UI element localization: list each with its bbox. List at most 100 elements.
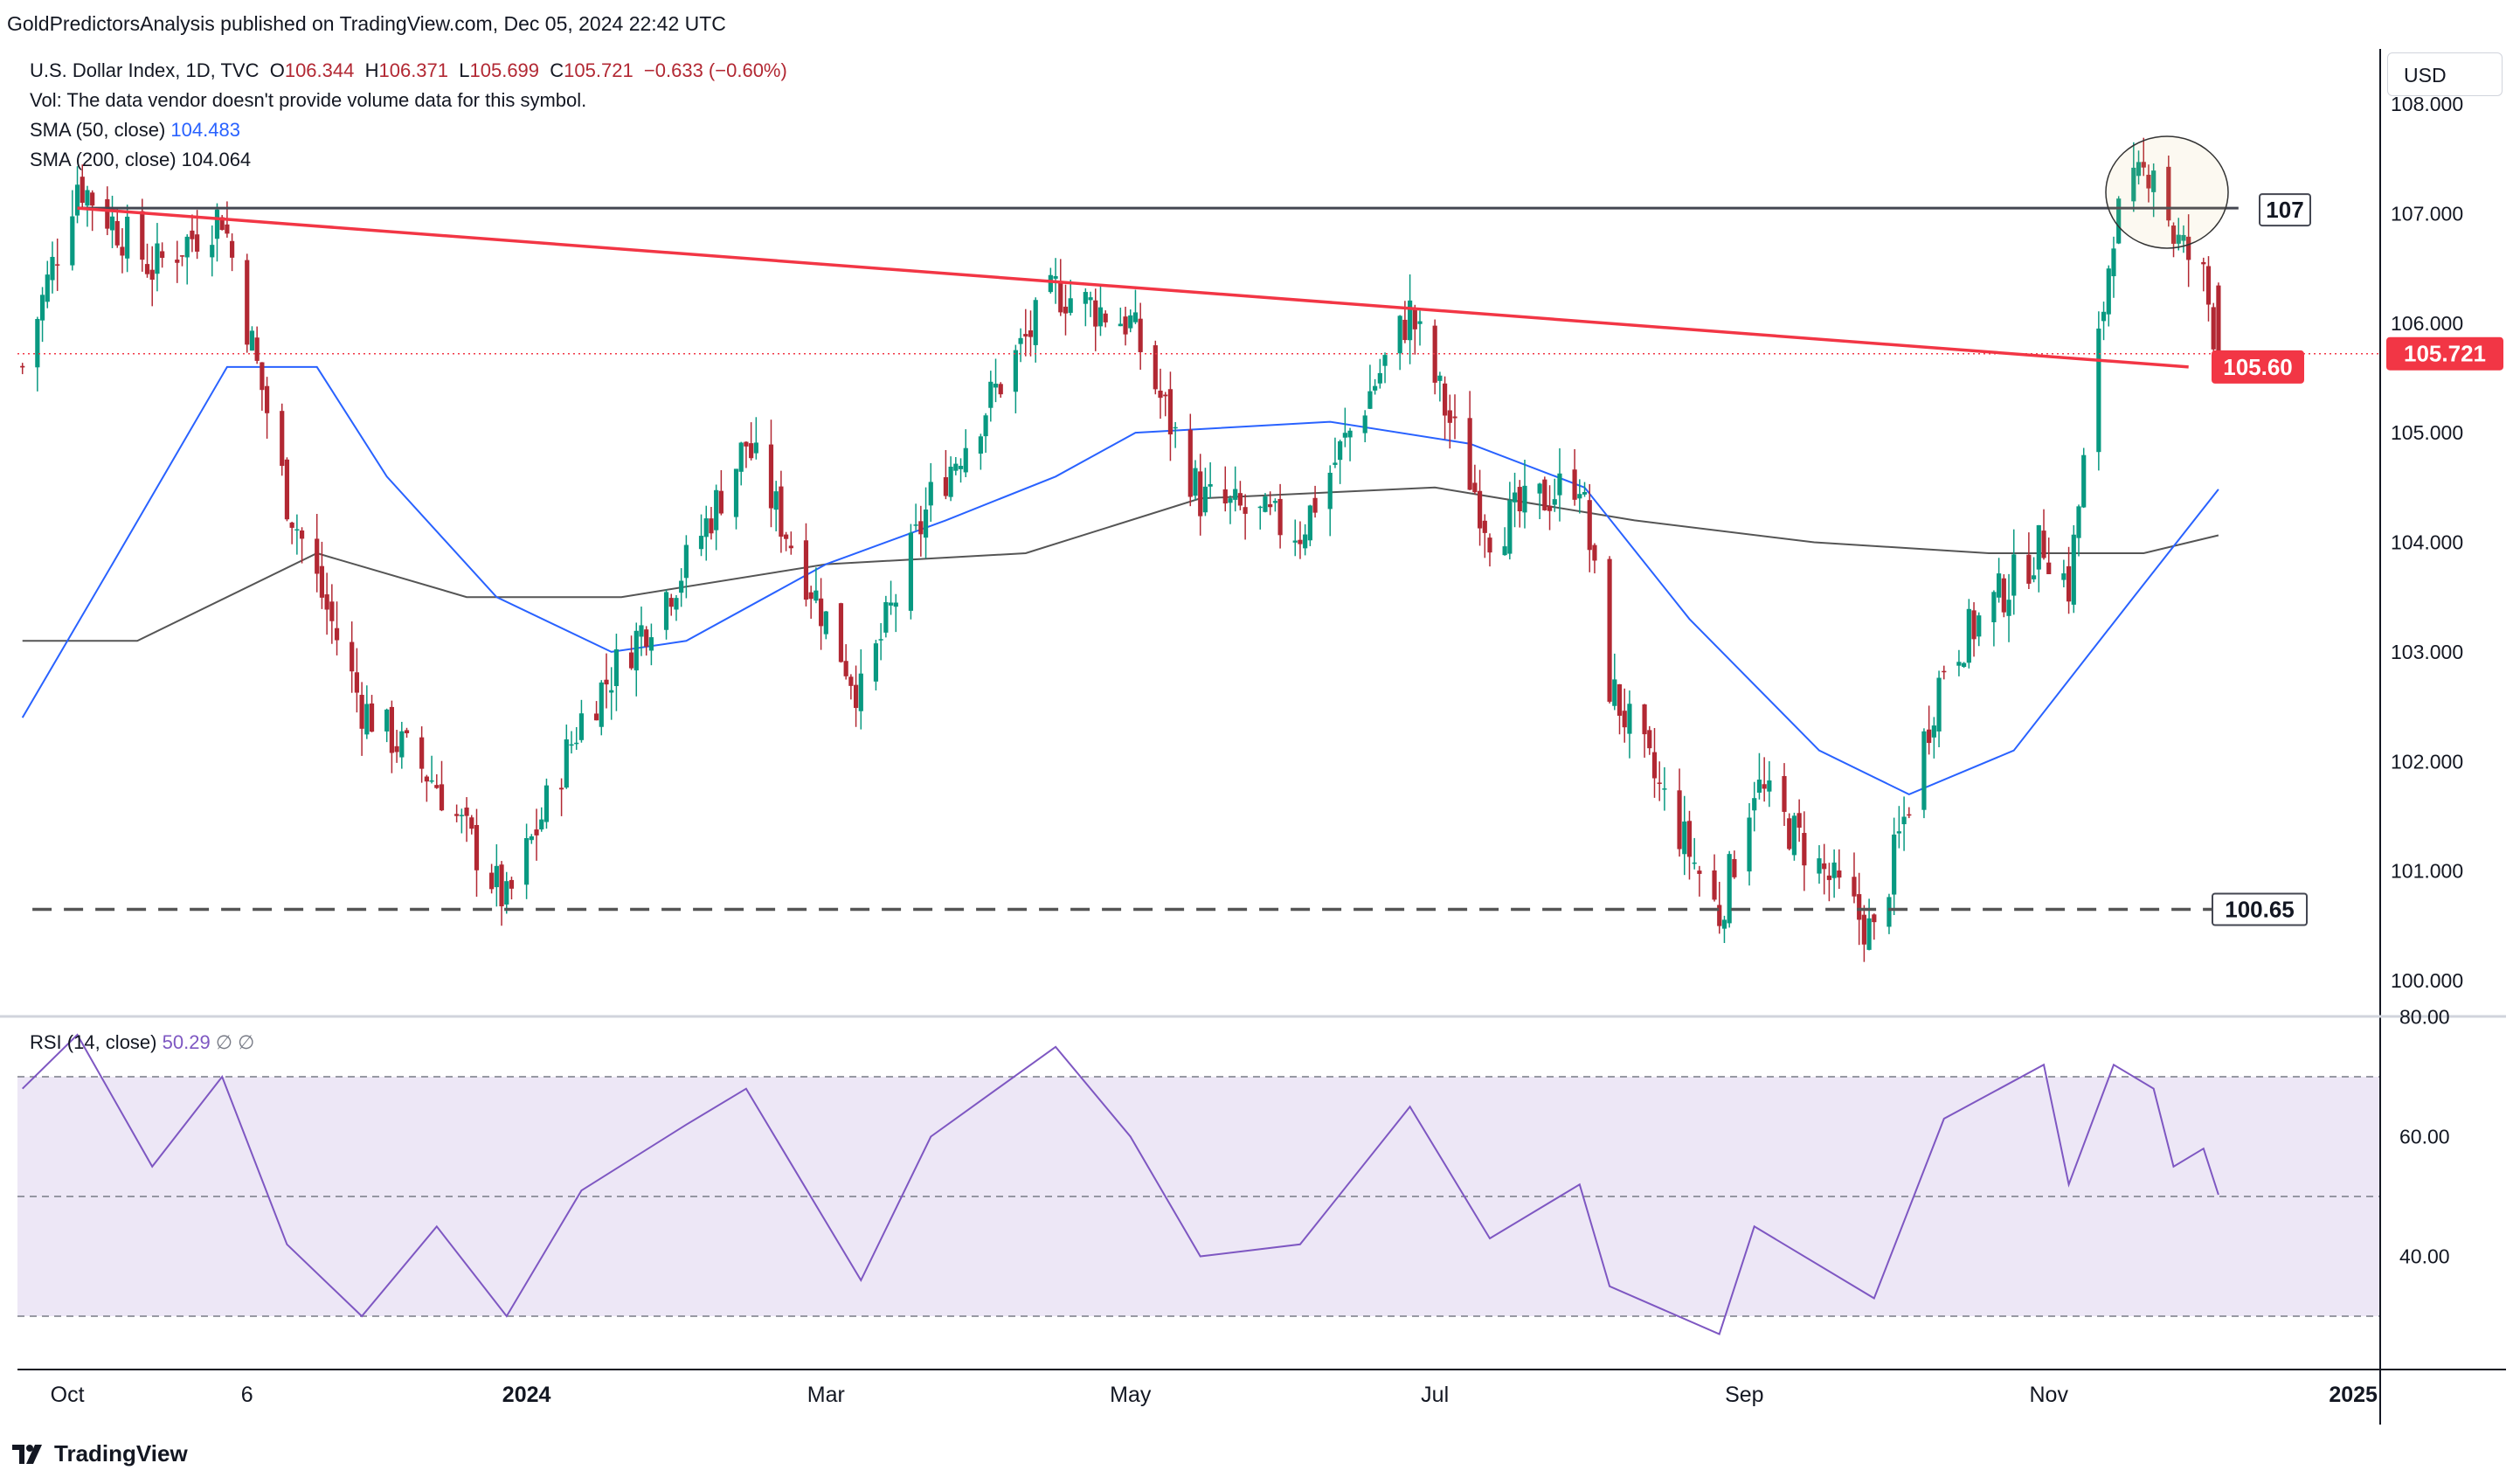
candle-body bbox=[663, 592, 669, 630]
candle-body bbox=[494, 865, 499, 888]
candle-body bbox=[529, 836, 534, 841]
candle-body bbox=[1512, 492, 1518, 503]
candle-body bbox=[1153, 345, 1158, 390]
candle bbox=[2046, 537, 2052, 574]
candle-body bbox=[2146, 174, 2151, 189]
candle bbox=[1537, 482, 1542, 520]
candle bbox=[1686, 810, 1693, 880]
candle bbox=[1187, 413, 1193, 507]
candle bbox=[1128, 309, 1133, 333]
candle-body bbox=[1622, 711, 1627, 728]
legend-close-value: 105.721 bbox=[564, 59, 633, 81]
candle bbox=[1477, 469, 1483, 546]
candle bbox=[1063, 284, 1069, 336]
candle bbox=[419, 726, 425, 783]
candle-body bbox=[1852, 877, 1857, 897]
candle bbox=[80, 164, 85, 210]
candle-body bbox=[773, 491, 779, 510]
candle bbox=[109, 195, 115, 248]
candle bbox=[70, 190, 75, 271]
candle bbox=[404, 727, 410, 739]
candle bbox=[1921, 728, 1927, 819]
candle-body bbox=[893, 602, 898, 607]
candle bbox=[1872, 913, 1877, 940]
candle-body bbox=[639, 625, 644, 637]
candle bbox=[564, 725, 569, 789]
candle bbox=[1721, 915, 1727, 944]
candle bbox=[539, 807, 544, 832]
candle bbox=[35, 316, 40, 392]
candle-body bbox=[464, 808, 469, 816]
candle-body bbox=[609, 690, 614, 693]
candle-body bbox=[1083, 292, 1088, 304]
candle bbox=[459, 808, 464, 834]
candle bbox=[1971, 602, 1977, 657]
legend-close-label: C bbox=[550, 59, 564, 81]
candle bbox=[1228, 495, 1233, 524]
candle-body bbox=[2101, 311, 2107, 322]
candle bbox=[993, 358, 999, 403]
legend-sma50-row[interactable]: SMA (50, close) 104.483 bbox=[30, 119, 240, 142]
candle-body bbox=[749, 443, 754, 459]
candle-body bbox=[1452, 416, 1457, 419]
candle-body bbox=[85, 190, 90, 206]
candle-body bbox=[2036, 524, 2041, 570]
currency-button[interactable]: USD bbox=[2387, 52, 2503, 96]
candle-body bbox=[1971, 610, 1977, 640]
candle-body bbox=[364, 704, 370, 735]
candle-body bbox=[1991, 592, 1997, 622]
candle bbox=[1153, 340, 1158, 395]
candle-body bbox=[319, 565, 325, 598]
candle bbox=[843, 644, 848, 680]
candle-body bbox=[578, 713, 585, 740]
candle-body bbox=[1936, 677, 1942, 732]
time-axis-label: Nov bbox=[2029, 1383, 2068, 1407]
candle-body bbox=[768, 444, 774, 509]
candle-body bbox=[419, 737, 425, 769]
candle bbox=[2011, 529, 2017, 615]
legend-sma200-row[interactable]: SMA (200, close) 104.064 bbox=[30, 149, 251, 171]
candle-body bbox=[114, 220, 120, 246]
candle-body bbox=[918, 521, 924, 535]
candle-body bbox=[499, 864, 504, 907]
candle bbox=[1163, 392, 1168, 417]
candle bbox=[1083, 288, 1088, 327]
legend-symbol[interactable]: U.S. Dollar Index, 1D, TVC bbox=[30, 59, 260, 81]
candle bbox=[1417, 310, 1423, 346]
candle-body bbox=[1662, 788, 1667, 790]
legend-open-value: 106.344 bbox=[284, 59, 355, 81]
candle bbox=[2181, 225, 2186, 253]
legend-rsi-row[interactable]: RSI (14, close) 50.29 ∅ ∅ bbox=[30, 1031, 254, 1054]
candle bbox=[210, 225, 215, 277]
candle-body bbox=[1966, 608, 1971, 663]
candle-body bbox=[289, 522, 294, 528]
candle-body bbox=[459, 815, 464, 816]
candle bbox=[454, 804, 460, 822]
time-axis-label: Sep bbox=[1725, 1383, 1763, 1407]
candle bbox=[489, 863, 495, 894]
candle bbox=[1552, 478, 1557, 512]
candle-body bbox=[1377, 372, 1382, 384]
candle-body bbox=[599, 682, 604, 727]
time-axis-label: Mar bbox=[807, 1383, 845, 1407]
candle bbox=[144, 243, 150, 278]
candle-body bbox=[1557, 473, 1562, 496]
candle-body bbox=[1931, 725, 1936, 738]
candle-body bbox=[125, 216, 130, 259]
candle-body bbox=[593, 713, 599, 721]
candle bbox=[474, 808, 480, 898]
support-tag-box bbox=[2212, 892, 2308, 926]
candle-body bbox=[1872, 914, 1877, 923]
candle bbox=[1307, 504, 1312, 546]
candle bbox=[1367, 364, 1373, 410]
candle bbox=[1018, 328, 1023, 363]
candle-body bbox=[1367, 391, 1373, 409]
candle bbox=[324, 572, 329, 635]
candle-body bbox=[674, 598, 679, 610]
candle-body bbox=[1831, 862, 1837, 878]
tradingview-logo[interactable]: TradingView bbox=[12, 1440, 188, 1467]
candle-body bbox=[788, 545, 793, 549]
candle-body bbox=[315, 538, 320, 574]
candle-body bbox=[1447, 410, 1452, 423]
